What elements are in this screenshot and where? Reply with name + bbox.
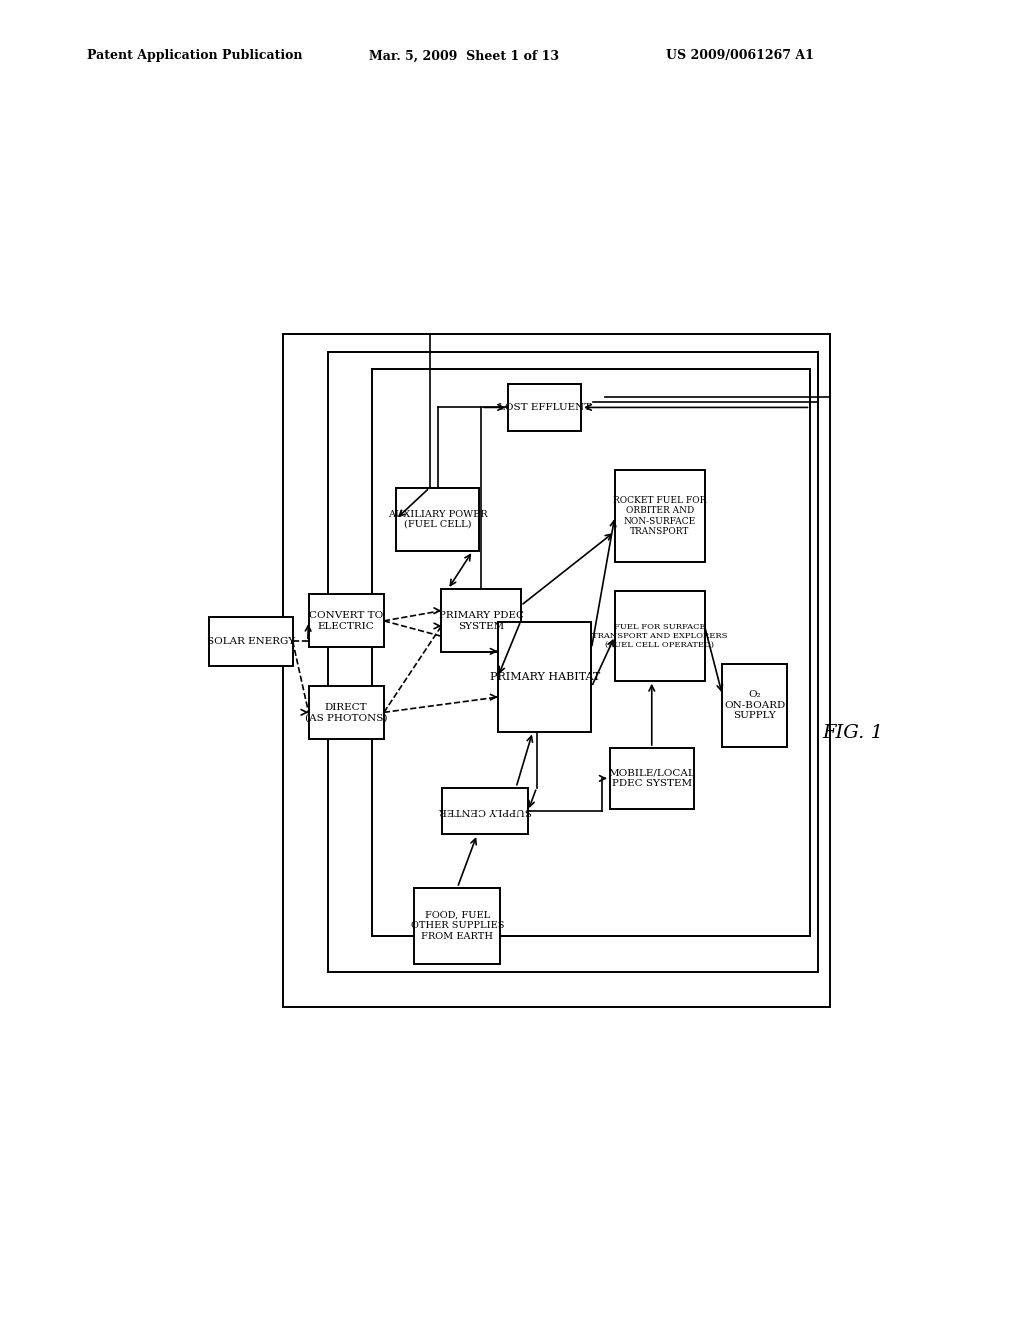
Text: ROCKET FUEL FOR
ORBITER AND
NON-SURFACE
TRANSPORT: ROCKET FUEL FOR ORBITER AND NON-SURFACE …: [613, 496, 707, 536]
Text: PRIMARY HABITAT: PRIMARY HABITAT: [489, 672, 600, 681]
Text: CONVERT TO
ELECTRIC: CONVERT TO ELECTRIC: [309, 611, 383, 631]
Text: US 2009/0061267 A1: US 2009/0061267 A1: [666, 49, 813, 62]
Bar: [722, 664, 787, 747]
Text: O₂
ON-BOARD
SUPPLY: O₂ ON-BOARD SUPPLY: [724, 690, 785, 721]
Text: SOLAR ENERGY: SOLAR ENERGY: [207, 636, 295, 645]
Text: MOBILE/LOCAL
PDEC SYSTEM: MOBILE/LOCAL PDEC SYSTEM: [608, 768, 695, 788]
Bar: [498, 622, 592, 731]
Bar: [415, 887, 500, 964]
Text: PRIMARY PDEC
SYSTEM: PRIMARY PDEC SYSTEM: [438, 611, 523, 631]
Bar: [609, 748, 694, 809]
Text: LOST EFFLUENT: LOST EFFLUENT: [498, 403, 591, 412]
Bar: [614, 470, 705, 562]
Bar: [441, 589, 521, 652]
Bar: [328, 351, 818, 972]
Bar: [508, 384, 582, 430]
Bar: [396, 487, 479, 550]
Text: FUEL FOR SURFACE
TRANSPORT AND EXPLORERS
(FUEL CELL OPERATED): FUEL FOR SURFACE TRANSPORT AND EXPLORERS…: [592, 623, 727, 649]
Bar: [614, 591, 705, 681]
Bar: [209, 616, 293, 665]
Text: Patent Application Publication: Patent Application Publication: [87, 49, 302, 62]
Bar: [308, 594, 384, 647]
Bar: [283, 334, 830, 1007]
Bar: [442, 788, 528, 834]
Text: DIRECT
(AS PHOTONS): DIRECT (AS PHOTONS): [305, 702, 387, 722]
Text: Mar. 5, 2009  Sheet 1 of 13: Mar. 5, 2009 Sheet 1 of 13: [369, 49, 559, 62]
Bar: [373, 368, 811, 936]
Text: FOOD, FUEL
OTHER SUPPLIES
FROM EARTH: FOOD, FUEL OTHER SUPPLIES FROM EARTH: [411, 911, 504, 941]
Text: SUPPLY CENTER: SUPPLY CENTER: [438, 807, 531, 816]
Text: FIG. 1: FIG. 1: [822, 723, 884, 742]
Bar: [308, 686, 384, 739]
Text: AUXILIARY POWER
(FUEL CELL): AUXILIARY POWER (FUEL CELL): [388, 510, 487, 529]
